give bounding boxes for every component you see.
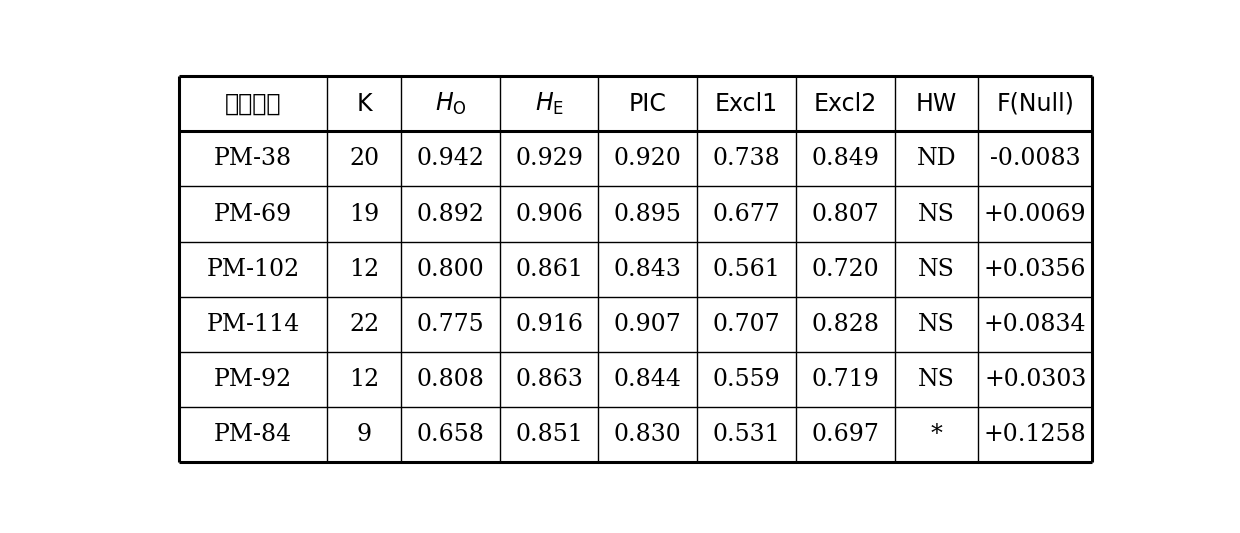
Text: NS: NS: [918, 368, 955, 391]
Text: NS: NS: [918, 313, 955, 336]
Text: 0.920: 0.920: [614, 148, 682, 171]
Text: *: *: [930, 423, 942, 446]
Text: 0.916: 0.916: [515, 313, 583, 336]
Text: K: K: [356, 92, 372, 116]
Text: +0.0069: +0.0069: [983, 203, 1086, 225]
Text: 0.677: 0.677: [713, 203, 780, 225]
Text: 0.942: 0.942: [417, 148, 485, 171]
Text: 0.561: 0.561: [713, 257, 780, 281]
Text: -0.0083: -0.0083: [990, 148, 1080, 171]
Text: 0.895: 0.895: [614, 203, 682, 225]
Text: $\mathit{H}_\mathrm{E}$: $\mathit{H}_\mathrm{E}$: [534, 91, 564, 117]
Text: 0.531: 0.531: [713, 423, 780, 446]
Text: +0.1258: +0.1258: [983, 423, 1086, 446]
Text: +0.0303: +0.0303: [985, 368, 1086, 391]
Text: 0.861: 0.861: [515, 257, 583, 281]
Text: 0.929: 0.929: [515, 148, 583, 171]
Text: HW: HW: [916, 92, 957, 116]
Text: 12: 12: [348, 257, 379, 281]
Text: PM-92: PM-92: [215, 368, 293, 391]
Text: 9: 9: [357, 423, 372, 446]
Text: 0.863: 0.863: [515, 368, 583, 391]
Text: PM-102: PM-102: [206, 257, 300, 281]
Text: 0.719: 0.719: [811, 368, 879, 391]
Text: PM-114: PM-114: [206, 313, 300, 336]
Text: 0.720: 0.720: [811, 257, 879, 281]
Text: 0.807: 0.807: [811, 203, 879, 225]
Text: 0.907: 0.907: [614, 313, 682, 336]
Text: Excl2: Excl2: [813, 92, 877, 116]
Text: 0.800: 0.800: [417, 257, 485, 281]
Text: 0.851: 0.851: [515, 423, 583, 446]
Text: 0.892: 0.892: [417, 203, 485, 225]
Text: ND: ND: [916, 148, 956, 171]
Text: 0.559: 0.559: [713, 368, 780, 391]
Text: F(Null): F(Null): [996, 92, 1074, 116]
Text: 0.697: 0.697: [811, 423, 879, 446]
Text: 0.830: 0.830: [614, 423, 682, 446]
Text: 0.808: 0.808: [417, 368, 485, 391]
Text: 0.849: 0.849: [811, 148, 879, 171]
Text: 0.828: 0.828: [811, 313, 879, 336]
Text: PM-69: PM-69: [215, 203, 293, 225]
Text: PIC: PIC: [629, 92, 667, 116]
Text: 0.775: 0.775: [417, 313, 485, 336]
Text: +0.0834: +0.0834: [983, 313, 1086, 336]
Text: Excl1: Excl1: [715, 92, 777, 116]
Text: 0.844: 0.844: [614, 368, 682, 391]
Text: 22: 22: [348, 313, 379, 336]
Text: 20: 20: [348, 148, 379, 171]
Text: +0.0356: +0.0356: [985, 257, 1086, 281]
Text: 0.843: 0.843: [614, 257, 682, 281]
Text: 引物名称: 引物名称: [224, 92, 281, 116]
Text: 19: 19: [348, 203, 379, 225]
Text: 12: 12: [348, 368, 379, 391]
Text: 0.707: 0.707: [713, 313, 780, 336]
Text: NS: NS: [918, 203, 955, 225]
Text: PM-38: PM-38: [215, 148, 293, 171]
Text: 0.738: 0.738: [713, 148, 780, 171]
Text: 0.658: 0.658: [417, 423, 485, 446]
Text: NS: NS: [918, 257, 955, 281]
Text: $\mathit{H}_\mathrm{O}$: $\mathit{H}_\mathrm{O}$: [434, 91, 466, 117]
Text: 0.906: 0.906: [515, 203, 583, 225]
Text: PM-84: PM-84: [215, 423, 293, 446]
